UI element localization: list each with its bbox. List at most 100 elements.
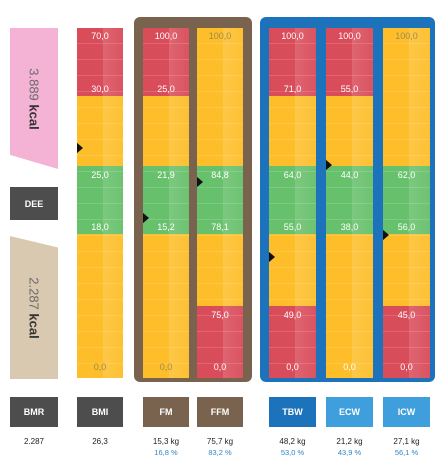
tbw-value: 48,2 kg: [279, 437, 306, 446]
ffm-red-segment: [197, 306, 243, 378]
bmi-tick-0: 0,0: [93, 362, 107, 372]
bmr-label: BMR: [23, 407, 45, 417]
fm-tick-100: 100,0: [154, 31, 178, 41]
ecw-red-segment: [326, 28, 373, 96]
energy-upper-value: 3.889: [26, 67, 42, 101]
bmr-value: 2.287: [23, 437, 45, 446]
ecw-tick-100: 100,0: [338, 31, 361, 41]
ffm-tile[interactable]: FFM: [197, 397, 243, 427]
tbw-column: 100,0 71,0 64,0 55,0 49,0 0,0: [269, 28, 316, 378]
energy-lower-text: 2.287 kcal: [27, 277, 42, 338]
tbw-marker-icon: [269, 251, 275, 263]
ecw-column: 100,0 55,0 44,0 38,0 0,0: [326, 28, 373, 378]
bmi-marker-icon: [77, 142, 83, 154]
icw-green-segment: [383, 166, 430, 234]
tbw-green-segment: [269, 166, 316, 234]
bmi-tick-25: 25,0: [91, 170, 109, 180]
tbw-yellow-lower-segment: [269, 234, 316, 306]
bmr-tile[interactable]: BMR: [10, 397, 58, 427]
energy-lower-value: 2.287: [26, 276, 42, 310]
tbw-tick-55: 55,0: [283, 222, 302, 232]
icw-column: 100,0 62,0 56,0 45,0 0,0: [383, 28, 430, 378]
fm-value: 15,3 kg: [152, 437, 180, 446]
icw-tick-100: 100,0: [395, 31, 418, 41]
ffm-value: 75,7 kg: [206, 437, 234, 446]
icw-label: ICW: [397, 407, 416, 417]
fm-yellow-lower-segment: [143, 234, 189, 378]
bmi-tick-70: 70,0: [91, 31, 109, 41]
energy-lower-bg: [10, 236, 58, 379]
tbw-tick-71: 71,0: [283, 84, 302, 94]
ecw-tick-0: 0,0: [343, 362, 356, 372]
dee-label: DEE: [24, 198, 44, 209]
fm-tile[interactable]: FM: [143, 397, 189, 427]
tbw-tile[interactable]: TBW: [269, 397, 316, 427]
fm-label: FM: [159, 407, 173, 417]
fm-column: 100,0 25,0 21,9 15,2 0,0: [143, 28, 189, 378]
bmi-value: 26,3: [92, 437, 108, 446]
ecw-label: ECW: [339, 407, 360, 417]
ffm-tick-84-8: 84,8: [211, 170, 229, 180]
ecw-tile[interactable]: ECW: [326, 397, 373, 427]
ecw-marker-icon: [326, 159, 332, 171]
tbw-tick-0: 0,0: [286, 362, 299, 372]
fm-marker-icon: [143, 212, 149, 224]
icw-tile[interactable]: ICW: [383, 397, 430, 427]
icw-yellow-lower-segment: [383, 234, 430, 306]
ecw-tick-55: 55,0: [340, 84, 359, 94]
ffm-yellow-lower-segment: [197, 234, 243, 306]
energy-upper-unit: kcal: [26, 103, 42, 130]
tbw-red-upper-segment: [269, 28, 316, 96]
ecw-yellow-upper-segment: [326, 96, 373, 166]
icw-red-segment: [383, 306, 430, 378]
icw-tick-45: 45,0: [397, 310, 416, 320]
bmi-red-segment: [77, 28, 123, 96]
ffm-yellow-upper-segment: [197, 28, 243, 166]
dee-tile: DEE: [10, 187, 58, 220]
ecw-green-segment: [326, 166, 373, 234]
bmi-label: BMI: [91, 407, 109, 417]
ffm-green-segment: [197, 166, 243, 234]
icw-tick-56: 56,0: [397, 222, 416, 232]
fm-yellow-upper-segment: [143, 96, 189, 166]
ecw-percent: 43,9 %: [337, 448, 362, 457]
ecw-tick-44: 44,0: [340, 170, 359, 180]
ecw-yellow-lower-segment: [326, 234, 373, 378]
tbw-percent: 53,0 %: [280, 448, 305, 457]
icw-tick-62: 62,0: [397, 170, 416, 180]
ffm-column: 100,0 84,8 78,1 75,0 0,0: [197, 28, 243, 378]
bmi-green-segment: [77, 166, 123, 234]
energy-upper-bg: [10, 28, 58, 169]
fm-percent: 16,8 %: [154, 448, 178, 457]
icw-marker-icon: [383, 229, 389, 241]
ffm-percent: 83,2 %: [208, 448, 232, 457]
fm-red-segment: [143, 28, 189, 96]
fm-tick-15-2: 15,2: [157, 222, 175, 232]
ffm-tick-75: 75,0: [211, 310, 229, 320]
ffm-label: FFM: [210, 407, 230, 417]
fm-tick-21-9: 21,9: [157, 170, 175, 180]
ffm-marker-icon: [197, 176, 203, 188]
icw-value: 27,1 kg: [393, 437, 420, 446]
bmi-yellow-upper-segment: [77, 96, 123, 166]
ffm-tick-0: 0,0: [213, 362, 227, 372]
ffm-tick-78-1: 78,1: [211, 222, 229, 232]
tbw-label: TBW: [282, 407, 303, 417]
ffm-tick-100: 100,0: [208, 31, 232, 41]
energy-lower-panel: 2.287 kcal: [10, 236, 58, 379]
fm-tick-25: 25,0: [157, 84, 175, 94]
bmi-tick-18: 18,0: [91, 222, 109, 232]
bmi-tick-30: 30,0: [91, 84, 109, 94]
fm-tick-0: 0,0: [159, 362, 173, 372]
tbw-tick-64: 64,0: [283, 170, 302, 180]
tbw-yellow-upper-segment: [269, 96, 316, 166]
tbw-tick-100: 100,0: [281, 31, 304, 41]
ecw-value: 21,2 kg: [336, 437, 363, 446]
tbw-red-lower-segment: [269, 306, 316, 378]
icw-yellow-upper-segment: [383, 28, 430, 166]
ecw-tick-38: 38,0: [340, 222, 359, 232]
bmi-yellow-lower-segment: [77, 234, 123, 378]
bmi-tile[interactable]: BMI: [77, 397, 123, 427]
bmi-column: 70,0 30,0 25,0 18,0 0,0: [77, 28, 123, 378]
icw-tick-0: 0,0: [400, 362, 413, 372]
